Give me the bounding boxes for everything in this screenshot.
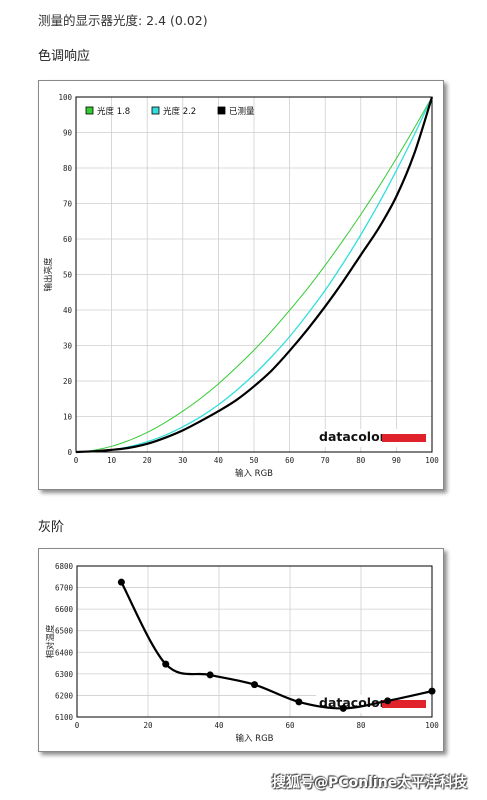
plot-frame (76, 565, 433, 718)
y-tick-label: 100 (58, 93, 72, 102)
watermark-text: 搜狐号@PConline太平洋科技 (272, 775, 468, 791)
legend-swatch (217, 106, 226, 115)
x-tick-label: 0 (74, 456, 79, 465)
y-tick-label: 6300 (55, 670, 74, 679)
x-tick-label: 90 (392, 456, 402, 465)
series-line (75, 96, 433, 453)
x-tick-label: 100 (425, 456, 439, 465)
x-tick-label: 80 (356, 721, 366, 730)
data-point (117, 578, 125, 586)
grayscale-svg: 0 20 40 60 80 100 6100 6200 6300 6400 6500 6600 6700… (45, 562, 439, 744)
data-point (162, 660, 170, 668)
y-tick-label: 70 (63, 200, 73, 209)
x-tick-label: 20 (143, 721, 153, 730)
logo-backdrop (316, 429, 431, 447)
x-tick-label: 0 (75, 721, 80, 730)
x-tick-label: 100 (425, 721, 439, 730)
x-tick-label: 70 (321, 456, 331, 465)
y-tick-label: 10 (63, 413, 73, 422)
datacolor-logo-bar (382, 434, 426, 442)
grayscale-chart: 0 20 40 60 80 100 6100 6200 6300 6400 6500 6600 6700… (38, 548, 444, 752)
legend-label: 光度 1.8 (97, 106, 130, 117)
y-tick-label: 30 (63, 342, 73, 351)
plot-area (77, 566, 432, 717)
series-line (75, 96, 434, 454)
x-tick-label: 30 (178, 456, 188, 465)
y-tick-label: 6100 (55, 713, 74, 722)
y-tick-label: 6200 (55, 691, 74, 700)
y-tick-label: 6600 (55, 605, 74, 614)
grayscale-title: 灰阶 (38, 520, 65, 535)
y-tick-label: 6400 (55, 648, 74, 657)
x-tick-label: 50 (249, 456, 259, 465)
x-tick-label: 20 (143, 456, 153, 465)
y-tick-label: 90 (63, 129, 73, 138)
tone-response-svg: 0 10 20 30 40 50 60 70 80 90 100 0 10 20 30 40 50 60 70 80 9… (43, 93, 439, 479)
y-tick-label: 6800 (55, 562, 74, 571)
y-axis-label: 输出亮度 (43, 257, 54, 292)
data-point (295, 698, 303, 706)
measured-gamma-label: 测量的显示器光度: 2.4 (0.02) (38, 13, 208, 28)
legend-swatch (85, 106, 94, 115)
legend-label: 光度 2.2 (163, 106, 196, 117)
y-axis-label: 相对温度 (45, 624, 56, 659)
datacolor-logo-text: datacolor (319, 429, 387, 444)
x-axis-label: 输入 RGB (235, 468, 273, 479)
series-line (75, 96, 433, 453)
x-tick-label: 80 (356, 456, 366, 465)
data-point (251, 681, 258, 689)
y-tick-label: 80 (63, 164, 73, 173)
x-tick-label: 60 (285, 456, 295, 465)
tone-response-chart: 0 10 20 30 40 50 60 70 80 90 100 0 10 20 30 40 50 60 70 80 9… (38, 80, 444, 490)
datacolor-logo-text: datacolor (319, 695, 387, 710)
y-tick-label: 6500 (55, 627, 74, 636)
x-tick-label: 10 (107, 456, 117, 465)
tone-response-title: 色调响应 (38, 49, 91, 64)
x-tick-label: 40 (214, 721, 224, 730)
data-point (384, 697, 392, 705)
plot-frame (75, 96, 433, 453)
y-tick-label: 6700 (55, 584, 74, 593)
legend-swatch (151, 106, 160, 115)
data-point (206, 671, 214, 679)
y-tick-label: 40 (63, 306, 73, 315)
y-tick-label: 0 (67, 448, 72, 457)
legend-label: 已测量 (229, 107, 255, 117)
y-tick-label: 60 (63, 235, 73, 244)
data-point (339, 704, 347, 712)
y-tick-label: 50 (63, 271, 73, 280)
data-point (428, 687, 436, 695)
datacolor-logo-bar (382, 700, 426, 708)
x-tick-label: 60 (285, 721, 295, 730)
x-tick-label: 40 (214, 456, 224, 465)
x-axis-label: 输入 RGB (235, 733, 273, 744)
y-tick-label: 20 (63, 377, 73, 386)
